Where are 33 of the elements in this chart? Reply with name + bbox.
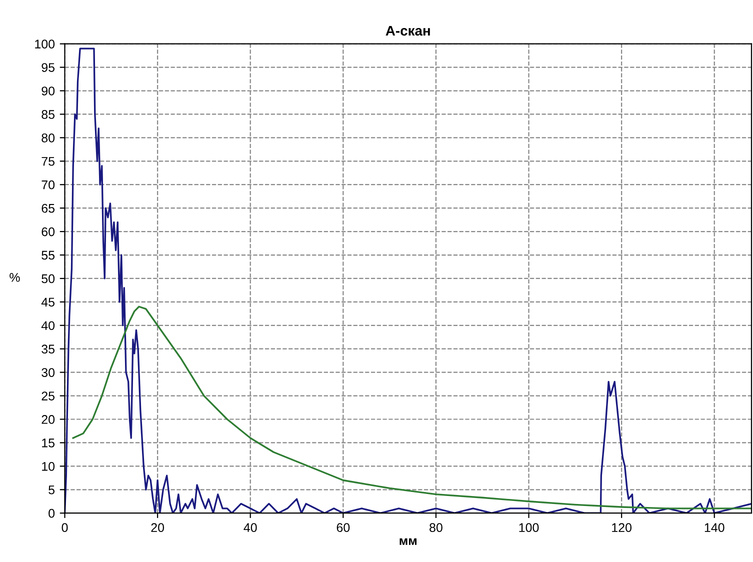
x-tick-label: 140 [704,523,724,532]
y-tick-label: 100 [35,40,55,48]
y-tick-label: 45 [41,298,55,307]
y-tick-label: 30 [42,368,55,377]
y-tick-label: 40 [41,321,55,330]
x-tick-label: 60 [336,523,350,532]
x-tick-label: 20 [151,523,164,532]
chart-title: А-скан [386,26,430,36]
x-tick-label: 120 [612,523,632,532]
y-tick-label: 75 [42,157,55,166]
y-axis-title: % [10,273,20,282]
y-tick-label: 65 [42,204,55,213]
y-tick-label: 10 [42,462,55,471]
y-tick-label: 5 [48,486,55,494]
x-tick-label: 0 [62,523,68,532]
y-tick-label: 90 [42,86,55,96]
x-tick-label: 80 [430,523,442,532]
y-tick-label: 85 [42,110,55,119]
y-tick-label: 15 [42,438,55,448]
y-tick-label: 70 [42,180,55,190]
y-tick-label: 95 [42,63,55,72]
y-tick-label: 80 [42,133,55,142]
y-tick-label: 60 [42,227,55,236]
y-tick-label: 20 [42,415,55,424]
y-tick-label: 25 [42,392,55,400]
x-tick-label: 100 [519,523,539,532]
y-tick-label: 0 [48,508,55,518]
y-tick-label: 50 [42,274,55,284]
x-axis-title: мм [400,538,416,545]
y-tick-label: 55 [42,250,55,260]
x-tick-label: 40 [244,523,257,532]
y-tick-label: 35 [42,344,55,354]
line-series [72,306,752,510]
